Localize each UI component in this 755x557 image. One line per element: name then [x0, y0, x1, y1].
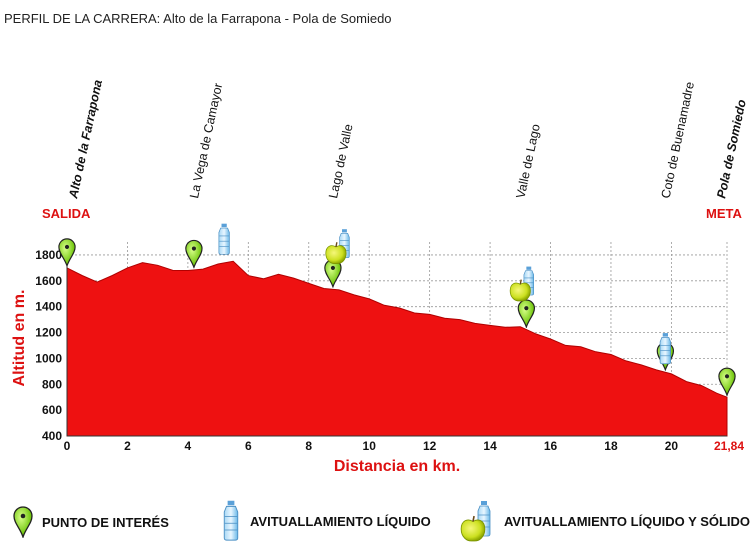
- axes: [66, 242, 727, 437]
- point-of-interest-marker: [718, 367, 736, 396]
- x-tick-label: 8: [305, 439, 312, 453]
- start-label: SALIDA: [42, 206, 91, 221]
- place-names: Alto de la Farrapona La Vega de Camayor La…: [66, 78, 749, 200]
- finish-label: META: [706, 206, 742, 221]
- legend-liquid-label: AVITUALLAMIENTO LÍQUIDO: [250, 513, 431, 529]
- y-tick-label: 1000: [35, 351, 62, 365]
- water-bottle-icon: [223, 500, 239, 541]
- y-tick-label: 400: [42, 429, 62, 443]
- x-tick-labels: 0 2 4 6 8 10 12 14 16 18 20 21,84: [64, 439, 745, 453]
- x-tick-label: 4: [185, 439, 192, 453]
- x-tick-label: 16: [544, 439, 558, 453]
- legend-liquid: AVITUALLAMIENTO LÍQUIDO: [220, 497, 431, 545]
- place-label: Alto de la Farrapona: [66, 78, 105, 200]
- y-tick-label: 1600: [35, 274, 62, 288]
- liquid-stop-marker: [218, 223, 230, 255]
- place-label: Valle de Lago: [514, 123, 543, 200]
- y-tick-label: 1800: [35, 248, 62, 262]
- y-axis-label: Altitud en m.: [11, 290, 28, 387]
- place-label: La Vega de Camayor: [187, 82, 225, 200]
- y-tick-label: 1200: [35, 326, 62, 340]
- x-tick-label: 2: [124, 439, 131, 453]
- liquid-stop-marker: [659, 332, 671, 365]
- y-tick-labels: 400 600 800 1000 1200 1400 1600 1800: [35, 248, 62, 443]
- place-label: Lago de Valle: [326, 123, 355, 200]
- x-tick-label: 6: [245, 439, 252, 453]
- page-title: PERFIL DE LA CARRERA: Alto de la Farrapo…: [4, 11, 392, 26]
- place-label: Coto de Buenamadre: [659, 80, 697, 199]
- y-tick-label: 800: [42, 377, 62, 391]
- point-of-interest-marker: [517, 299, 536, 328]
- legend-liquid-solid-label: AVITUALLAMIENTO LÍQUIDO Y SÓLIDO: [504, 513, 751, 529]
- place-label: Pola de Somiedo: [714, 98, 749, 200]
- x-tick-label: 21,84: [714, 439, 744, 453]
- x-axis-label: Distancia en km.: [334, 458, 460, 475]
- x-tick-label: 18: [604, 439, 618, 453]
- x-tick-label: 10: [363, 439, 377, 453]
- apple-bottle-icon: [460, 500, 491, 542]
- legend-poi-label: PUNTO DE INTERÉS: [42, 514, 169, 530]
- elevation-area: [66, 260, 728, 437]
- y-tick-label: 600: [42, 403, 62, 417]
- x-tick-label: 0: [64, 439, 71, 453]
- legend-liquid-solid: AVITUALLAMIENTO LÍQUIDO Y SÓLIDO: [458, 497, 750, 545]
- elevation-profile-chart: 400 600 800 1000 1200 1400 1600 1800 0 2 4 6 8 10 12 1…: [11, 78, 749, 475]
- x-tick-label: 14: [483, 439, 497, 453]
- map-pin-icon: [13, 506, 33, 538]
- legend: PUNTO DE INTERÉS AVITUALLAMIENTO LÍQUIDO…: [0, 495, 755, 557]
- legend-poi: PUNTO DE INTERÉS: [12, 505, 169, 539]
- y-tick-label: 1400: [35, 300, 62, 314]
- x-tick-label: 20: [665, 439, 679, 453]
- x-tick-label: 12: [423, 439, 437, 453]
